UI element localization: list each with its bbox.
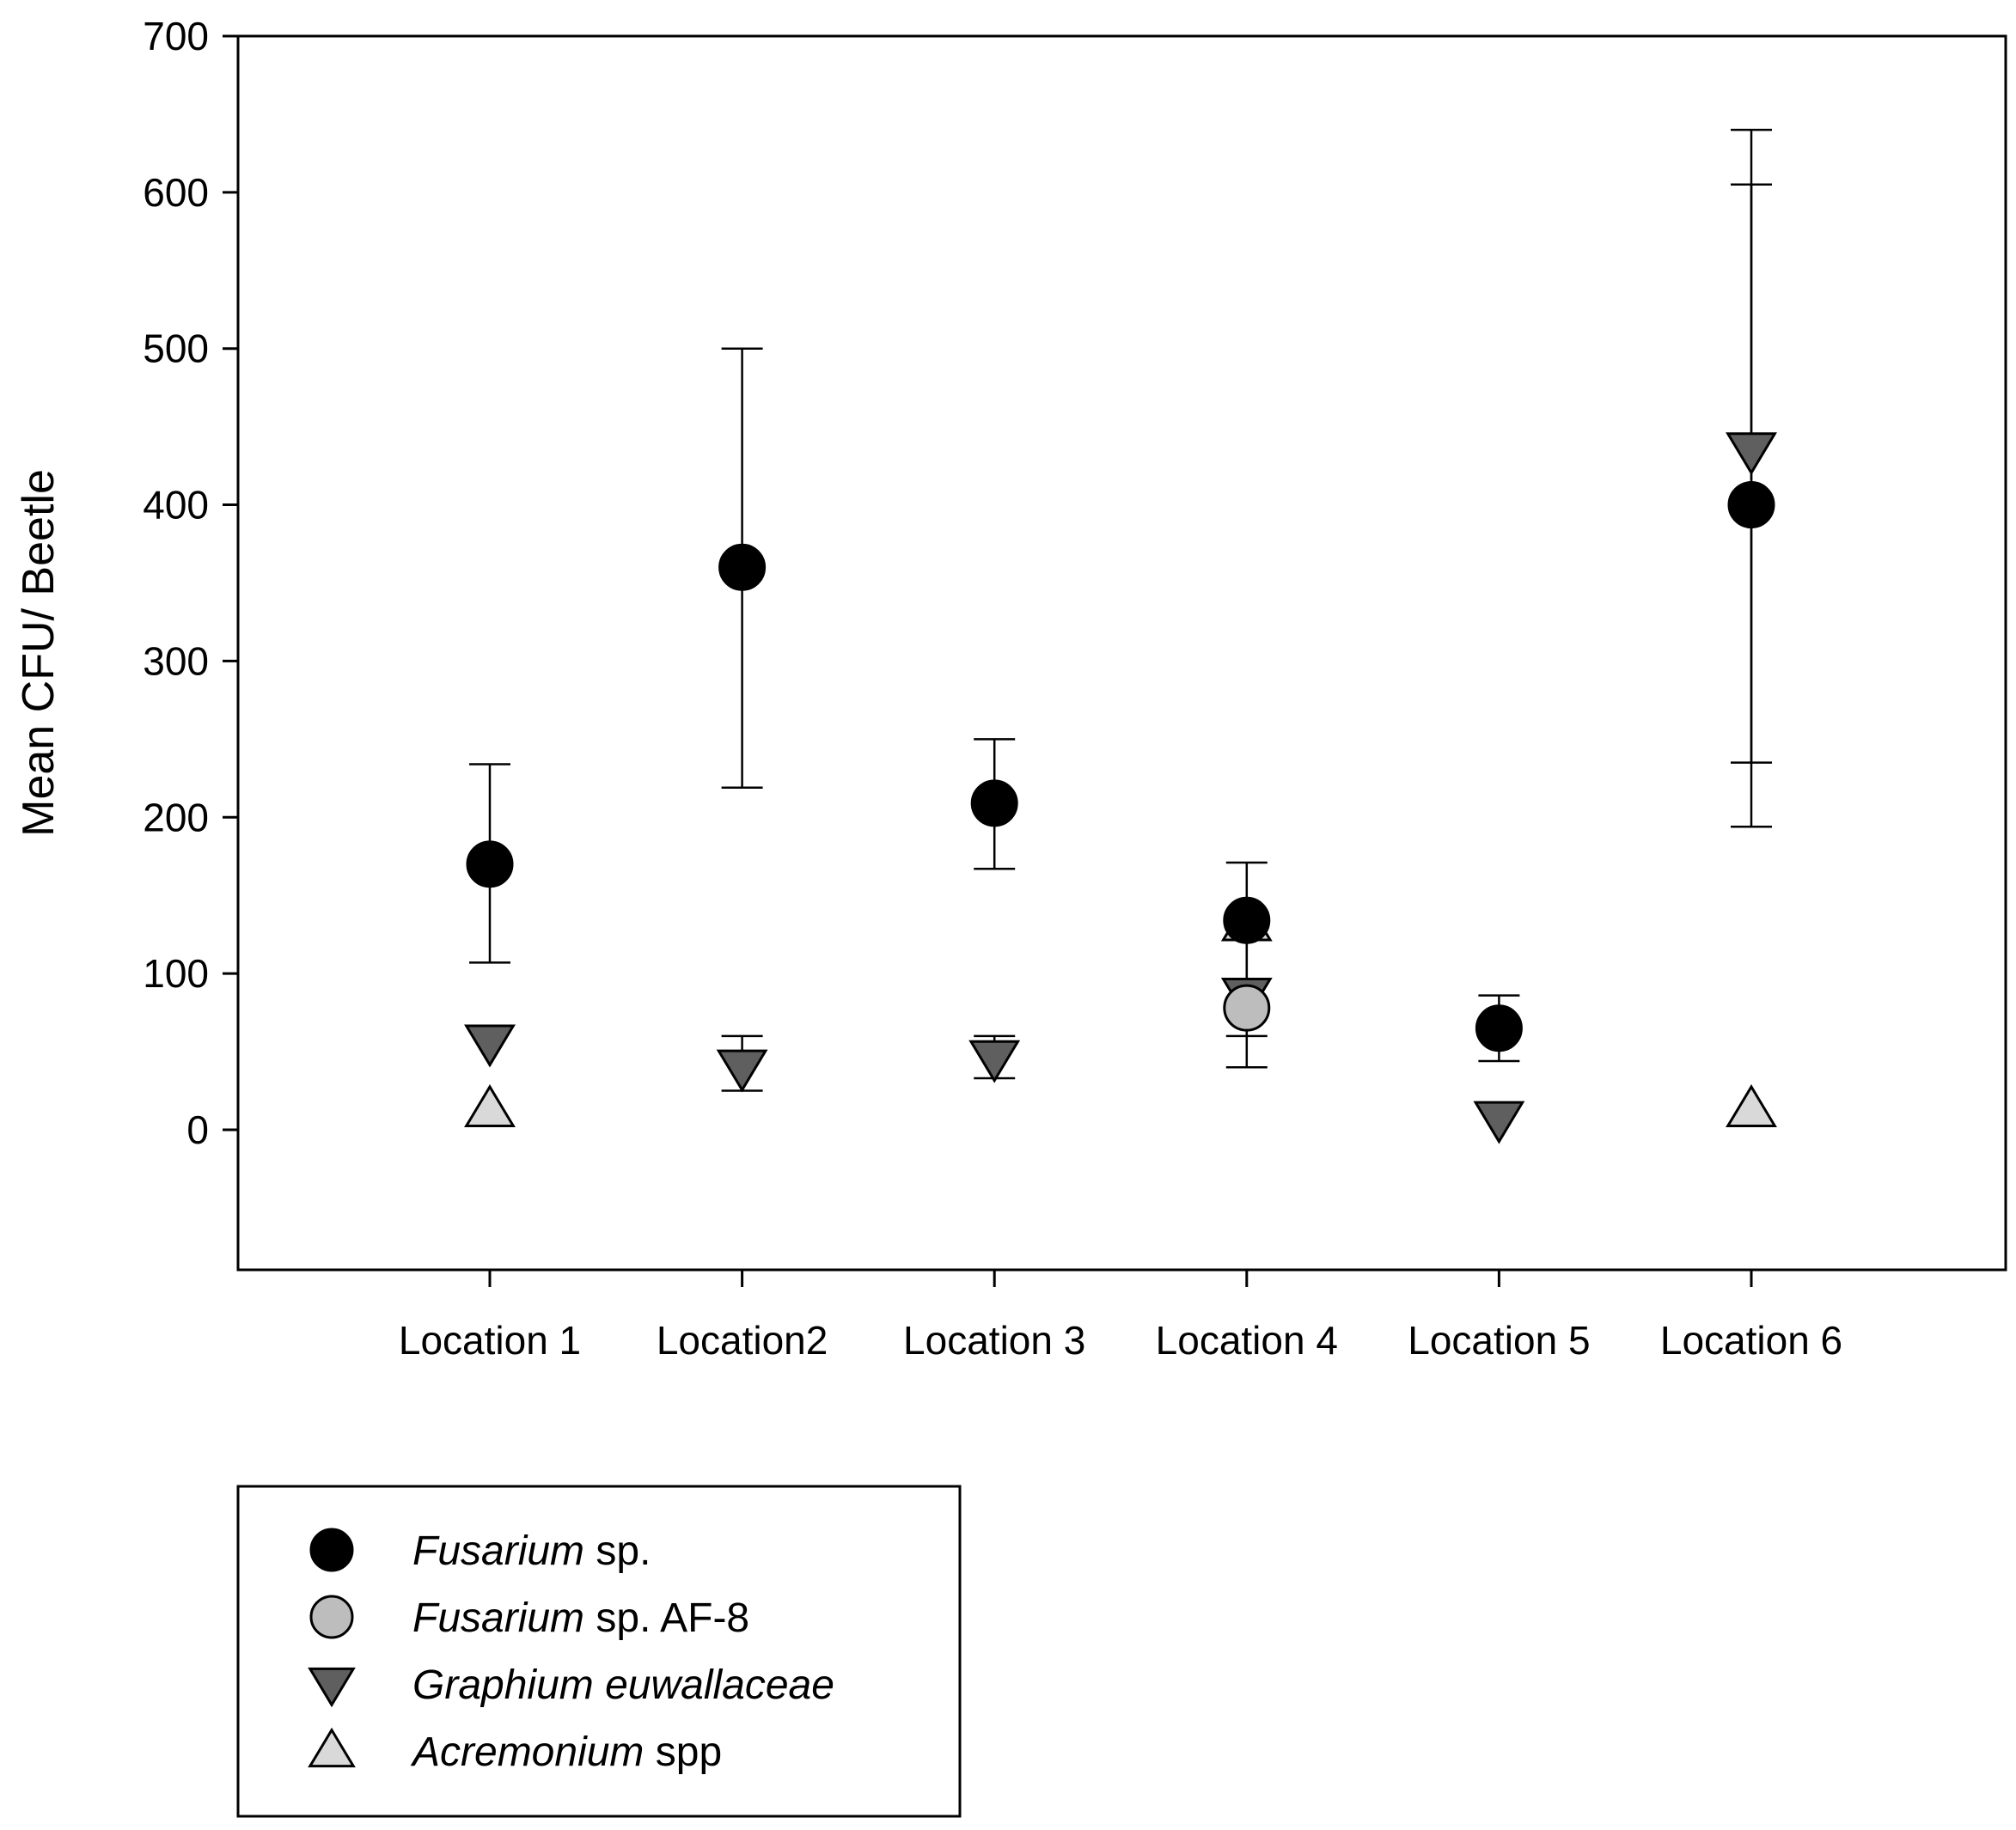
data-points: [464, 432, 1777, 1144]
legend-box: [236, 1485, 962, 1818]
data-point: [968, 1040, 1021, 1083]
data-point: [466, 840, 514, 888]
data-point: [1475, 1004, 1523, 1052]
legend-marker: [309, 1595, 354, 1639]
legend-label-italic: Fusarium: [412, 1595, 584, 1641]
y-tick-label: 200: [143, 795, 209, 839]
y-axis-label: Mean CFU/ Beetle: [14, 469, 64, 837]
legend-marker: [308, 1667, 356, 1708]
legend-label-italic: Graphium euwallaceae: [412, 1662, 834, 1708]
x-tick-label: Location 5: [1408, 1318, 1590, 1363]
data-point: [1726, 432, 1777, 476]
x-tick-label: Location2: [657, 1318, 828, 1363]
data-point: [1223, 896, 1271, 944]
y-tick-label: 100: [143, 951, 209, 996]
legend-label-rest: sp.: [584, 1528, 651, 1574]
x-tick-label: Location 1: [399, 1318, 581, 1363]
error-bars: [469, 128, 1772, 1092]
legend-label: Fusarium sp.: [412, 1528, 651, 1574]
data-point: [970, 779, 1018, 827]
legend-label-rest: spp: [644, 1729, 722, 1775]
data-point: [464, 1084, 516, 1127]
data-point: [718, 543, 767, 591]
x-tick-label: Location 3: [903, 1318, 1085, 1363]
y-tick-label: 0: [186, 1107, 209, 1152]
data-point: [1727, 481, 1775, 529]
legend-label: Graphium euwallaceae: [412, 1662, 834, 1708]
plot-frame: [236, 34, 2007, 1272]
legend-label: Fusarium sp. AF-8: [412, 1595, 749, 1641]
legend-label-italic: Acremonium: [410, 1729, 644, 1775]
data-point: [1726, 1084, 1777, 1127]
data-point: [1223, 984, 1271, 1032]
legend-label: Acremonium spp: [410, 1729, 722, 1775]
data-point: [716, 1049, 768, 1093]
y-tick-label: 300: [143, 638, 209, 683]
x-axis: Location 1 Location2 Location 3 Location 4 L…: [399, 1270, 1842, 1363]
legend-marker: [308, 1727, 356, 1768]
legend-marker: [309, 1528, 354, 1572]
data-point: [1473, 1101, 1525, 1144]
x-tick-label: Location 6: [1660, 1318, 1842, 1363]
legend-label-italic: Fusarium: [412, 1528, 584, 1574]
y-tick-label: 500: [143, 326, 209, 371]
data-point: [464, 1024, 516, 1068]
y-tick-label: 400: [143, 483, 209, 528]
y-axis: 0 100 200 300 400 500 600 700: [143, 14, 238, 1152]
legend-label-rest: sp. AF-8: [584, 1595, 749, 1641]
y-tick-label: 700: [143, 14, 209, 58]
y-tick-label: 600: [143, 170, 209, 215]
x-tick-label: Location 4: [1156, 1318, 1338, 1363]
